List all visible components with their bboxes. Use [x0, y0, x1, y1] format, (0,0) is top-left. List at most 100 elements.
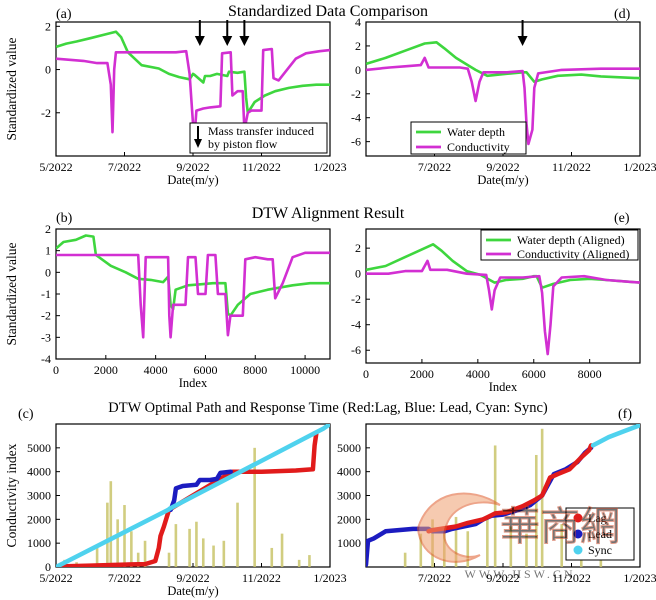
response-bar: [493, 445, 497, 567]
legend-marker: [573, 513, 583, 523]
response-bar: [253, 447, 256, 567]
x-tick-label: 9/2022: [176, 571, 209, 585]
x-tick-label: 11/2022: [552, 160, 591, 174]
x-tick-label: 1/2023: [623, 571, 656, 585]
axes-frame-e: [365, 228, 641, 364]
x-tick-label: 9/2022: [486, 160, 519, 174]
title-row2: DTW Alignment Result: [252, 205, 405, 222]
y-tick-label: 2000: [337, 512, 361, 526]
x-tick-label: 1/2023: [313, 571, 346, 585]
x-tick-label: 0: [53, 363, 59, 377]
response-bar: [116, 519, 119, 567]
y-tick-label: 3000: [337, 489, 361, 503]
watermark-logo: 華商網 WWW.HSW.CN: [416, 492, 621, 581]
y-axis-label: Standardized value: [4, 37, 19, 140]
y-tick-label: 2: [355, 39, 361, 53]
response-bar: [167, 552, 171, 567]
path-segment-lag: [426, 443, 594, 534]
x-tick-label: 6000: [522, 367, 546, 381]
x-tick-label: 6000: [193, 363, 217, 377]
panel-e: 0 2000 4000 6000 8000 -6 -4 -2 0 2 Index (e) Water d…: [351, 211, 641, 394]
response-bar: [136, 552, 140, 567]
legend-label: Sync: [588, 543, 612, 557]
response-bar: [174, 524, 178, 567]
y-tick-label: 2000: [27, 512, 51, 526]
response-bar: [419, 533, 423, 567]
y-tick-label: 2: [355, 241, 361, 255]
panel-label: (d): [614, 7, 631, 22]
x-tick-label: 8000: [243, 363, 267, 377]
plot-area-a: [56, 30, 330, 136]
response-bar: [525, 533, 528, 567]
y-tick-label: 2: [45, 222, 51, 236]
y-tick-label: 0: [355, 63, 361, 77]
legend-frame: [410, 121, 527, 155]
y-tick-label: -6: [351, 343, 361, 357]
y-tick-label: -2: [41, 309, 51, 323]
x-axis-label: Date(m/y): [167, 584, 218, 598]
response-bar: [109, 481, 113, 567]
response-bar: [143, 540, 147, 567]
response-bar: [308, 555, 311, 567]
series-line-conductivity-aligned-: [56, 251, 330, 339]
down-arrow-icon: [517, 20, 528, 46]
y-tick-label: -3: [41, 330, 51, 344]
x-tick-label: 10000: [290, 363, 320, 377]
response-bar: [297, 559, 301, 567]
x-axis-label: Date(m/y): [477, 173, 528, 187]
response-bar: [454, 516, 458, 567]
panel-label: (c): [18, 407, 34, 422]
series-line-conductivity: [56, 47, 330, 136]
legend-label: Lead: [588, 527, 612, 541]
y-tick-label: -2: [351, 87, 361, 101]
y-tick-label: 4: [355, 15, 361, 29]
annotation-arrow-icon: [194, 139, 202, 148]
x-tick-label: 9/2022: [486, 571, 519, 585]
response-bar: [188, 528, 191, 567]
response-bar: [486, 519, 489, 567]
path-segment-lead: [168, 469, 233, 513]
legend-marker: [573, 529, 583, 539]
y-tick-label: 5000: [27, 441, 51, 455]
series-line-water-depth: [56, 30, 330, 115]
legend-label: Water depth (Aligned): [517, 233, 625, 247]
y-tick-label: -4: [41, 352, 51, 366]
series-line-conductivity-aligned-: [366, 259, 640, 356]
y-tick-label: -6: [351, 135, 361, 149]
response-bar: [466, 531, 470, 567]
x-tick-label: 2000: [94, 363, 118, 377]
legend-label: Lag: [588, 511, 607, 525]
legend-f: Lag Lead Sync: [565, 507, 635, 561]
panel-b: 0 2000 4000 6000 8000 10000 -4 -3 -2 -1 0 1 2 Index St…: [4, 211, 331, 390]
panel-d: 7/2022 9/2022 11/2022 1/2023 -6 -4 -2 0 2 4 Date(m…: [351, 7, 656, 187]
y-tick-label: -2: [351, 292, 361, 306]
x-tick-label: 1/2023: [623, 160, 656, 174]
y-tick-label: 0: [45, 560, 51, 574]
panel-f: 7/2022 9/2022 11/2022 1/2023 1000 2000 3000 400…: [337, 407, 656, 585]
x-axis-label: Index: [179, 376, 208, 390]
watermark-flame-icon: [416, 492, 501, 563]
response-bar: [130, 531, 133, 567]
y-tick-label: 2: [45, 19, 51, 33]
x-tick-label: 2000: [410, 367, 434, 381]
x-tick-label: 5/2022: [39, 160, 72, 174]
plot-area-b: [56, 234, 330, 339]
x-tick-label: 9/2022: [176, 160, 209, 174]
response-bar: [106, 502, 109, 567]
y-tick-label: 0: [355, 267, 361, 281]
legend-label: Conductivity: [447, 140, 510, 154]
response-bar: [195, 521, 198, 567]
y-tick-label: 1: [45, 244, 51, 258]
response-bar: [222, 540, 226, 567]
legend-label: Water depth: [447, 125, 505, 139]
response-bar: [509, 526, 513, 567]
response-bar: [236, 502, 239, 567]
path-segment-lag: [56, 431, 319, 567]
title-row1: Standardized Data Comparison: [228, 3, 428, 20]
x-tick-label: 7/2022: [418, 571, 451, 585]
x-tick-label: 7/2022: [418, 160, 451, 174]
response-bar: [201, 538, 205, 567]
panels-group: 5/2022 7/2022 9/2022 11/2022 1/2023 -2 0 2 Date(…: [4, 7, 656, 598]
